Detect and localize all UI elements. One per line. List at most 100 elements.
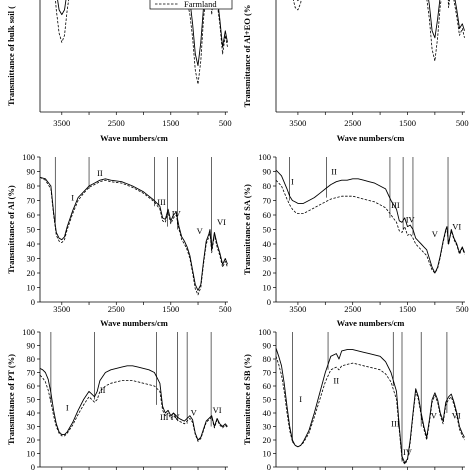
y-axis-label: Transmittance of bulk soil ( bbox=[6, 6, 16, 106]
y-tick-label: 30 bbox=[27, 422, 36, 432]
y-tick-label: 0 bbox=[31, 297, 35, 307]
y-tick-label: 0 bbox=[267, 462, 271, 472]
series-line-solid bbox=[39, 176, 228, 291]
series-line-solid bbox=[275, 348, 465, 464]
x-tick-label: 1500 bbox=[399, 304, 416, 314]
x-tick-label: 2500 bbox=[344, 118, 361, 128]
y-tick-label: 70 bbox=[27, 368, 36, 378]
band-label: IV bbox=[403, 447, 413, 457]
series-line-dashed bbox=[275, 356, 465, 465]
x-axis-label: Wave numbers/cm bbox=[100, 318, 168, 328]
band-label: IV bbox=[171, 412, 181, 422]
y-tick-label: 30 bbox=[263, 254, 272, 264]
series-line-dashed bbox=[39, 374, 228, 442]
band-label: I bbox=[291, 177, 294, 187]
y-tick-label: 40 bbox=[27, 239, 36, 249]
y-tick-label: 100 bbox=[22, 327, 35, 337]
y-tick-label: 10 bbox=[27, 449, 36, 459]
x-tick-label: 3500 bbox=[289, 118, 306, 128]
x-tick-label: 2500 bbox=[108, 118, 125, 128]
y-tick-label: 90 bbox=[263, 341, 272, 351]
y-tick-label: 60 bbox=[27, 381, 36, 391]
y-tick-label: 80 bbox=[263, 354, 272, 364]
y-tick-label: 60 bbox=[27, 210, 36, 220]
x-tick-label: 500 bbox=[219, 118, 232, 128]
band-label: VI bbox=[217, 217, 226, 227]
y-tick-label: 70 bbox=[27, 196, 36, 206]
y-tick-label: 70 bbox=[263, 196, 272, 206]
band-label: III bbox=[160, 412, 169, 422]
y-axis-label: Transmittance of PT (%) bbox=[6, 354, 16, 445]
x-axis-label: Wave numbers/cm bbox=[337, 318, 405, 328]
band-label: II bbox=[100, 385, 106, 395]
x-tick-label: 500 bbox=[219, 304, 232, 314]
y-tick-label: 10 bbox=[263, 449, 272, 459]
y-tick-label: 50 bbox=[27, 225, 36, 235]
band-label: VI bbox=[452, 410, 461, 420]
band-label: I bbox=[299, 394, 302, 404]
y-axis-label: Transmittance of SB (%) bbox=[242, 354, 252, 445]
y-axis-label: Transmittance of Al (%) bbox=[6, 185, 16, 274]
band-label: II bbox=[97, 168, 103, 178]
series-line-solid bbox=[39, 365, 228, 441]
y-tick-label: 80 bbox=[263, 181, 272, 191]
y-tick-label: 30 bbox=[263, 422, 272, 432]
x-tick-label: 2500 bbox=[344, 304, 361, 314]
series-line-solid bbox=[297, 0, 465, 39]
band-label: III bbox=[157, 197, 166, 207]
y-tick-label: 90 bbox=[263, 167, 272, 177]
x-tick-label: 1500 bbox=[399, 118, 416, 128]
y-axis-label: Transmittance of SA (%) bbox=[242, 184, 252, 275]
series-line-solid bbox=[57, 0, 228, 67]
x-tick-label: 1500 bbox=[162, 304, 179, 314]
y-tick-label: 50 bbox=[27, 395, 36, 405]
y-tick-label: 100 bbox=[22, 152, 35, 162]
y-tick-label: 20 bbox=[263, 435, 272, 445]
y-tick-label: 20 bbox=[27, 435, 36, 445]
band-label: II bbox=[333, 375, 339, 385]
y-tick-label: 20 bbox=[27, 268, 36, 278]
band-label: V bbox=[432, 229, 439, 239]
band-label: V bbox=[431, 410, 438, 420]
x-axis-label: Wave numbers/cm bbox=[337, 133, 405, 143]
series-line-dashed bbox=[275, 179, 465, 274]
band-label: IV bbox=[406, 214, 416, 224]
y-tick-label: 100 bbox=[258, 327, 271, 337]
band-label: V bbox=[191, 408, 198, 418]
y-tick-label: 80 bbox=[27, 354, 36, 364]
x-tick-label: 1500 bbox=[162, 118, 179, 128]
y-tick-label: 40 bbox=[263, 408, 272, 418]
y-tick-label: 10 bbox=[263, 283, 272, 293]
x-tick-label: 3500 bbox=[53, 118, 70, 128]
legend-box bbox=[149, 0, 233, 10]
y-tick-label: 0 bbox=[267, 297, 271, 307]
y-tick-label: 80 bbox=[27, 181, 36, 191]
y-tick-label: 60 bbox=[263, 210, 272, 220]
band-label: I bbox=[71, 193, 74, 203]
x-axis-label: Wave numbers/cm bbox=[100, 133, 168, 143]
y-tick-label: 10 bbox=[27, 283, 36, 293]
y-tick-label: 40 bbox=[27, 408, 36, 418]
y-tick-label: 90 bbox=[27, 341, 36, 351]
band-label: VI bbox=[213, 405, 222, 415]
series-line-solid bbox=[275, 169, 465, 274]
x-tick-label: 2500 bbox=[108, 304, 125, 314]
band-label: III bbox=[391, 200, 400, 210]
band-label: II bbox=[331, 166, 337, 176]
y-tick-label: 100 bbox=[258, 152, 271, 162]
x-tick-label: 3500 bbox=[289, 304, 306, 314]
legend-label-farmland: Farmland bbox=[184, 0, 217, 9]
y-tick-label: 30 bbox=[27, 254, 36, 264]
series-line-dashed bbox=[55, 0, 228, 85]
band-label: I bbox=[66, 402, 69, 412]
y-tick-label: 90 bbox=[27, 167, 36, 177]
y-tick-label: 60 bbox=[263, 381, 272, 391]
band-label: VI bbox=[452, 222, 461, 232]
y-tick-label: 40 bbox=[263, 239, 272, 249]
band-label: IV bbox=[172, 208, 182, 218]
y-tick-label: 20 bbox=[263, 268, 272, 278]
band-label: III bbox=[391, 419, 400, 429]
x-tick-label: 500 bbox=[456, 304, 469, 314]
series-line-dashed bbox=[39, 176, 228, 296]
